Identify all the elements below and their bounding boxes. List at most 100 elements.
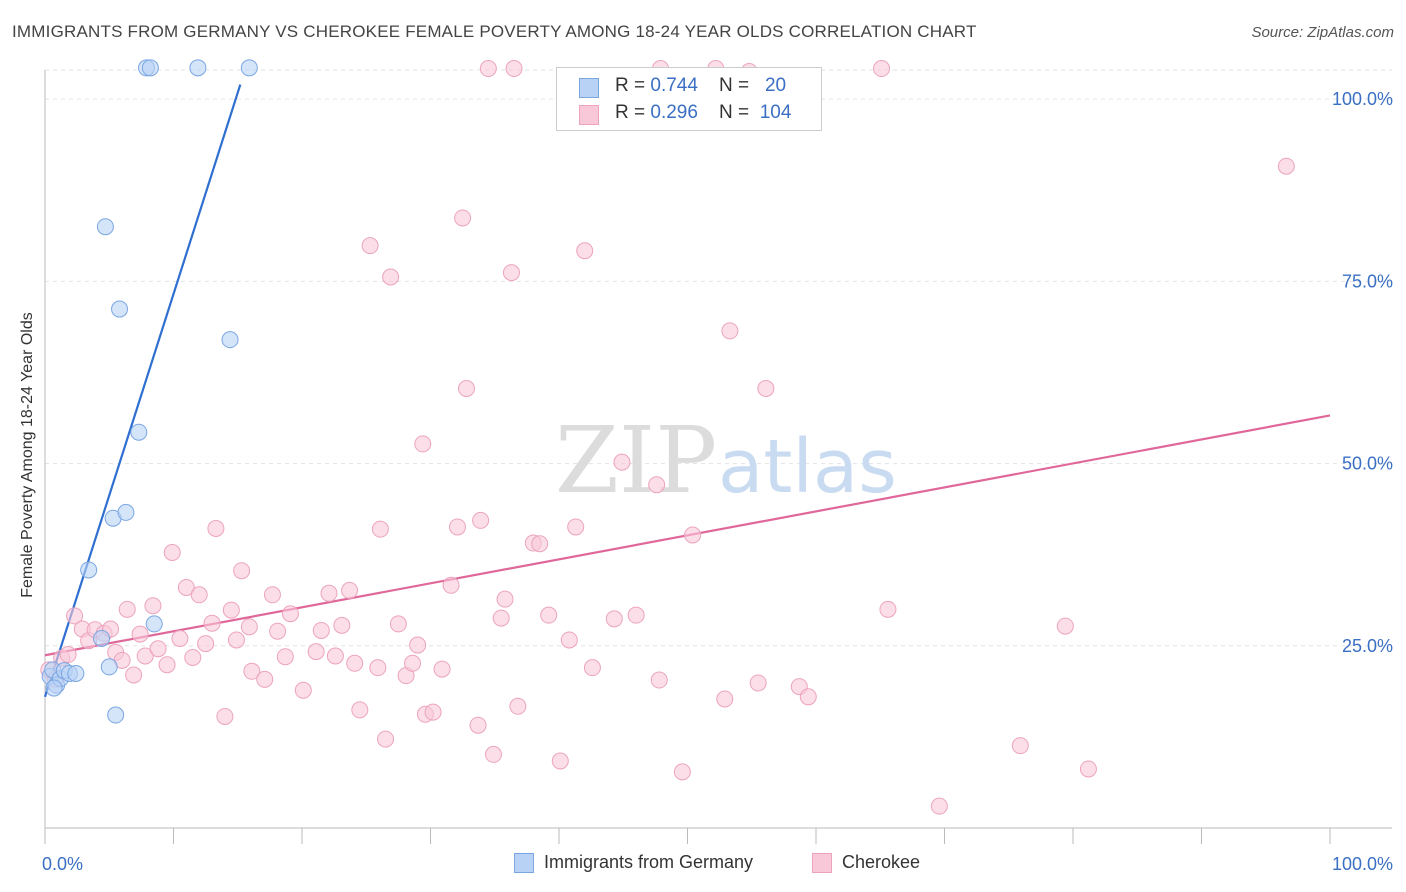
cherokee-point xyxy=(749,674,767,692)
cherokee-point xyxy=(144,597,162,615)
cherokee-point xyxy=(149,640,167,658)
germany-point xyxy=(80,561,98,579)
grid-layer xyxy=(45,69,1392,647)
cherokee-point xyxy=(721,322,739,340)
cherokee-point xyxy=(930,797,948,815)
cherokee-point xyxy=(454,209,472,227)
cherokee-point xyxy=(389,615,407,633)
germany-r-value: 0.744 xyxy=(650,75,698,96)
cherokee-point xyxy=(320,584,338,602)
cherokee-point xyxy=(496,590,514,608)
cherokee-point xyxy=(263,586,281,604)
watermark-atlas: atlas xyxy=(718,424,897,510)
cherokee-point xyxy=(326,647,344,665)
cherokee-point xyxy=(1056,617,1074,635)
cherokee-point xyxy=(281,605,299,623)
cherokee-point xyxy=(171,630,189,647)
cherokee-point xyxy=(190,586,208,604)
cherokee-point xyxy=(125,666,143,684)
cherokee-point xyxy=(799,688,817,706)
cherokee-point xyxy=(227,631,245,649)
cherokee-point xyxy=(457,380,475,398)
cherokee-point xyxy=(312,621,330,639)
cherokee-point xyxy=(873,60,891,78)
cherokee-point xyxy=(531,535,549,553)
axis-layer xyxy=(44,70,1392,844)
cherokee-point xyxy=(136,647,154,665)
cherokee-point xyxy=(479,60,497,78)
cherokee-point xyxy=(1011,737,1029,755)
bottom-cherokee-label: Cherokee xyxy=(842,852,921,872)
cherokee-point xyxy=(879,600,897,618)
germany-n-value: 20 xyxy=(764,75,787,96)
cherokee-point xyxy=(276,648,294,666)
cherokee-point xyxy=(341,581,359,599)
cherokee-point xyxy=(118,600,136,618)
germany-point xyxy=(96,218,114,236)
y-tick-label-75: 75.0% xyxy=(1342,271,1393,291)
cherokee-point xyxy=(197,635,215,653)
cherokee-r-value: 0.296 xyxy=(650,102,698,123)
cherokee-point xyxy=(294,681,312,699)
cherokee-point xyxy=(605,610,623,628)
cherokee-point xyxy=(716,690,734,708)
cherokee-point xyxy=(627,606,645,624)
cherokee-point xyxy=(256,670,274,688)
cherokee-n-label: N = xyxy=(719,102,755,123)
cherokee-point xyxy=(163,543,181,561)
bottom-cherokee-swatch xyxy=(812,853,832,873)
cherokee-point xyxy=(404,654,422,672)
germany-point xyxy=(107,706,125,724)
cherokee-point xyxy=(203,614,221,632)
tick-label-layer: 25.0% 50.0% 75.0% 100.0% 0.0% 100.0% xyxy=(42,89,1393,874)
cherokee-point xyxy=(424,703,442,721)
cherokee-point xyxy=(346,654,364,672)
bottom-germany-swatch xyxy=(514,853,534,873)
cherokee-point xyxy=(333,616,351,634)
cherokee-point xyxy=(222,601,240,619)
germany-point xyxy=(141,59,159,77)
germany-point xyxy=(111,300,129,318)
cherokee-point xyxy=(243,662,261,680)
germany-point xyxy=(130,423,148,441)
germany-point xyxy=(67,664,85,682)
bottom-germany-label: Immigrants from Germany xyxy=(544,852,754,872)
cherokee-point xyxy=(382,268,400,286)
stats-legend: R = 0.744 N = 20 R = 0.296 N = 104 xyxy=(556,67,822,131)
cherokee-point xyxy=(583,659,601,677)
cherokee-point xyxy=(442,576,460,594)
cherokee-point xyxy=(207,519,225,537)
germany-r-label: R = xyxy=(615,75,651,96)
cherokee-point xyxy=(414,435,432,453)
cherokee-point xyxy=(509,697,527,715)
cherokee-point xyxy=(216,707,234,725)
cherokee-point xyxy=(650,671,668,689)
cherokee-point xyxy=(377,730,395,748)
cherokee-point xyxy=(361,237,379,255)
cherokee-point xyxy=(492,609,510,627)
cherokee-point xyxy=(371,520,389,538)
cherokee-point xyxy=(177,578,195,596)
germany-trend-line xyxy=(43,84,242,698)
cherokee-point xyxy=(1079,760,1097,778)
cherokee-n-value: 104 xyxy=(759,102,792,123)
germany-point xyxy=(145,615,163,633)
cherokee-point xyxy=(567,518,585,536)
germany-point xyxy=(93,630,111,647)
cherokee-point xyxy=(472,511,490,529)
cherokee-point xyxy=(409,636,427,654)
germany-n-label: N = xyxy=(719,75,755,96)
x-tick-label-0: 0.0% xyxy=(42,854,83,874)
germany-point xyxy=(45,679,63,697)
cherokee-point xyxy=(240,618,258,636)
cherokee-point xyxy=(351,701,369,719)
cherokee-point xyxy=(131,625,149,643)
y-tick-label-25: 25.0% xyxy=(1342,636,1393,656)
y-tick-label-100: 100.0% xyxy=(1332,89,1393,109)
cherokee-swatch xyxy=(579,105,599,125)
watermark-zip: ZIP xyxy=(555,407,717,514)
cherokee-point xyxy=(560,631,578,649)
cherokee-point xyxy=(551,752,569,770)
germany-swatch xyxy=(579,78,599,98)
cherokee-point xyxy=(505,60,523,78)
